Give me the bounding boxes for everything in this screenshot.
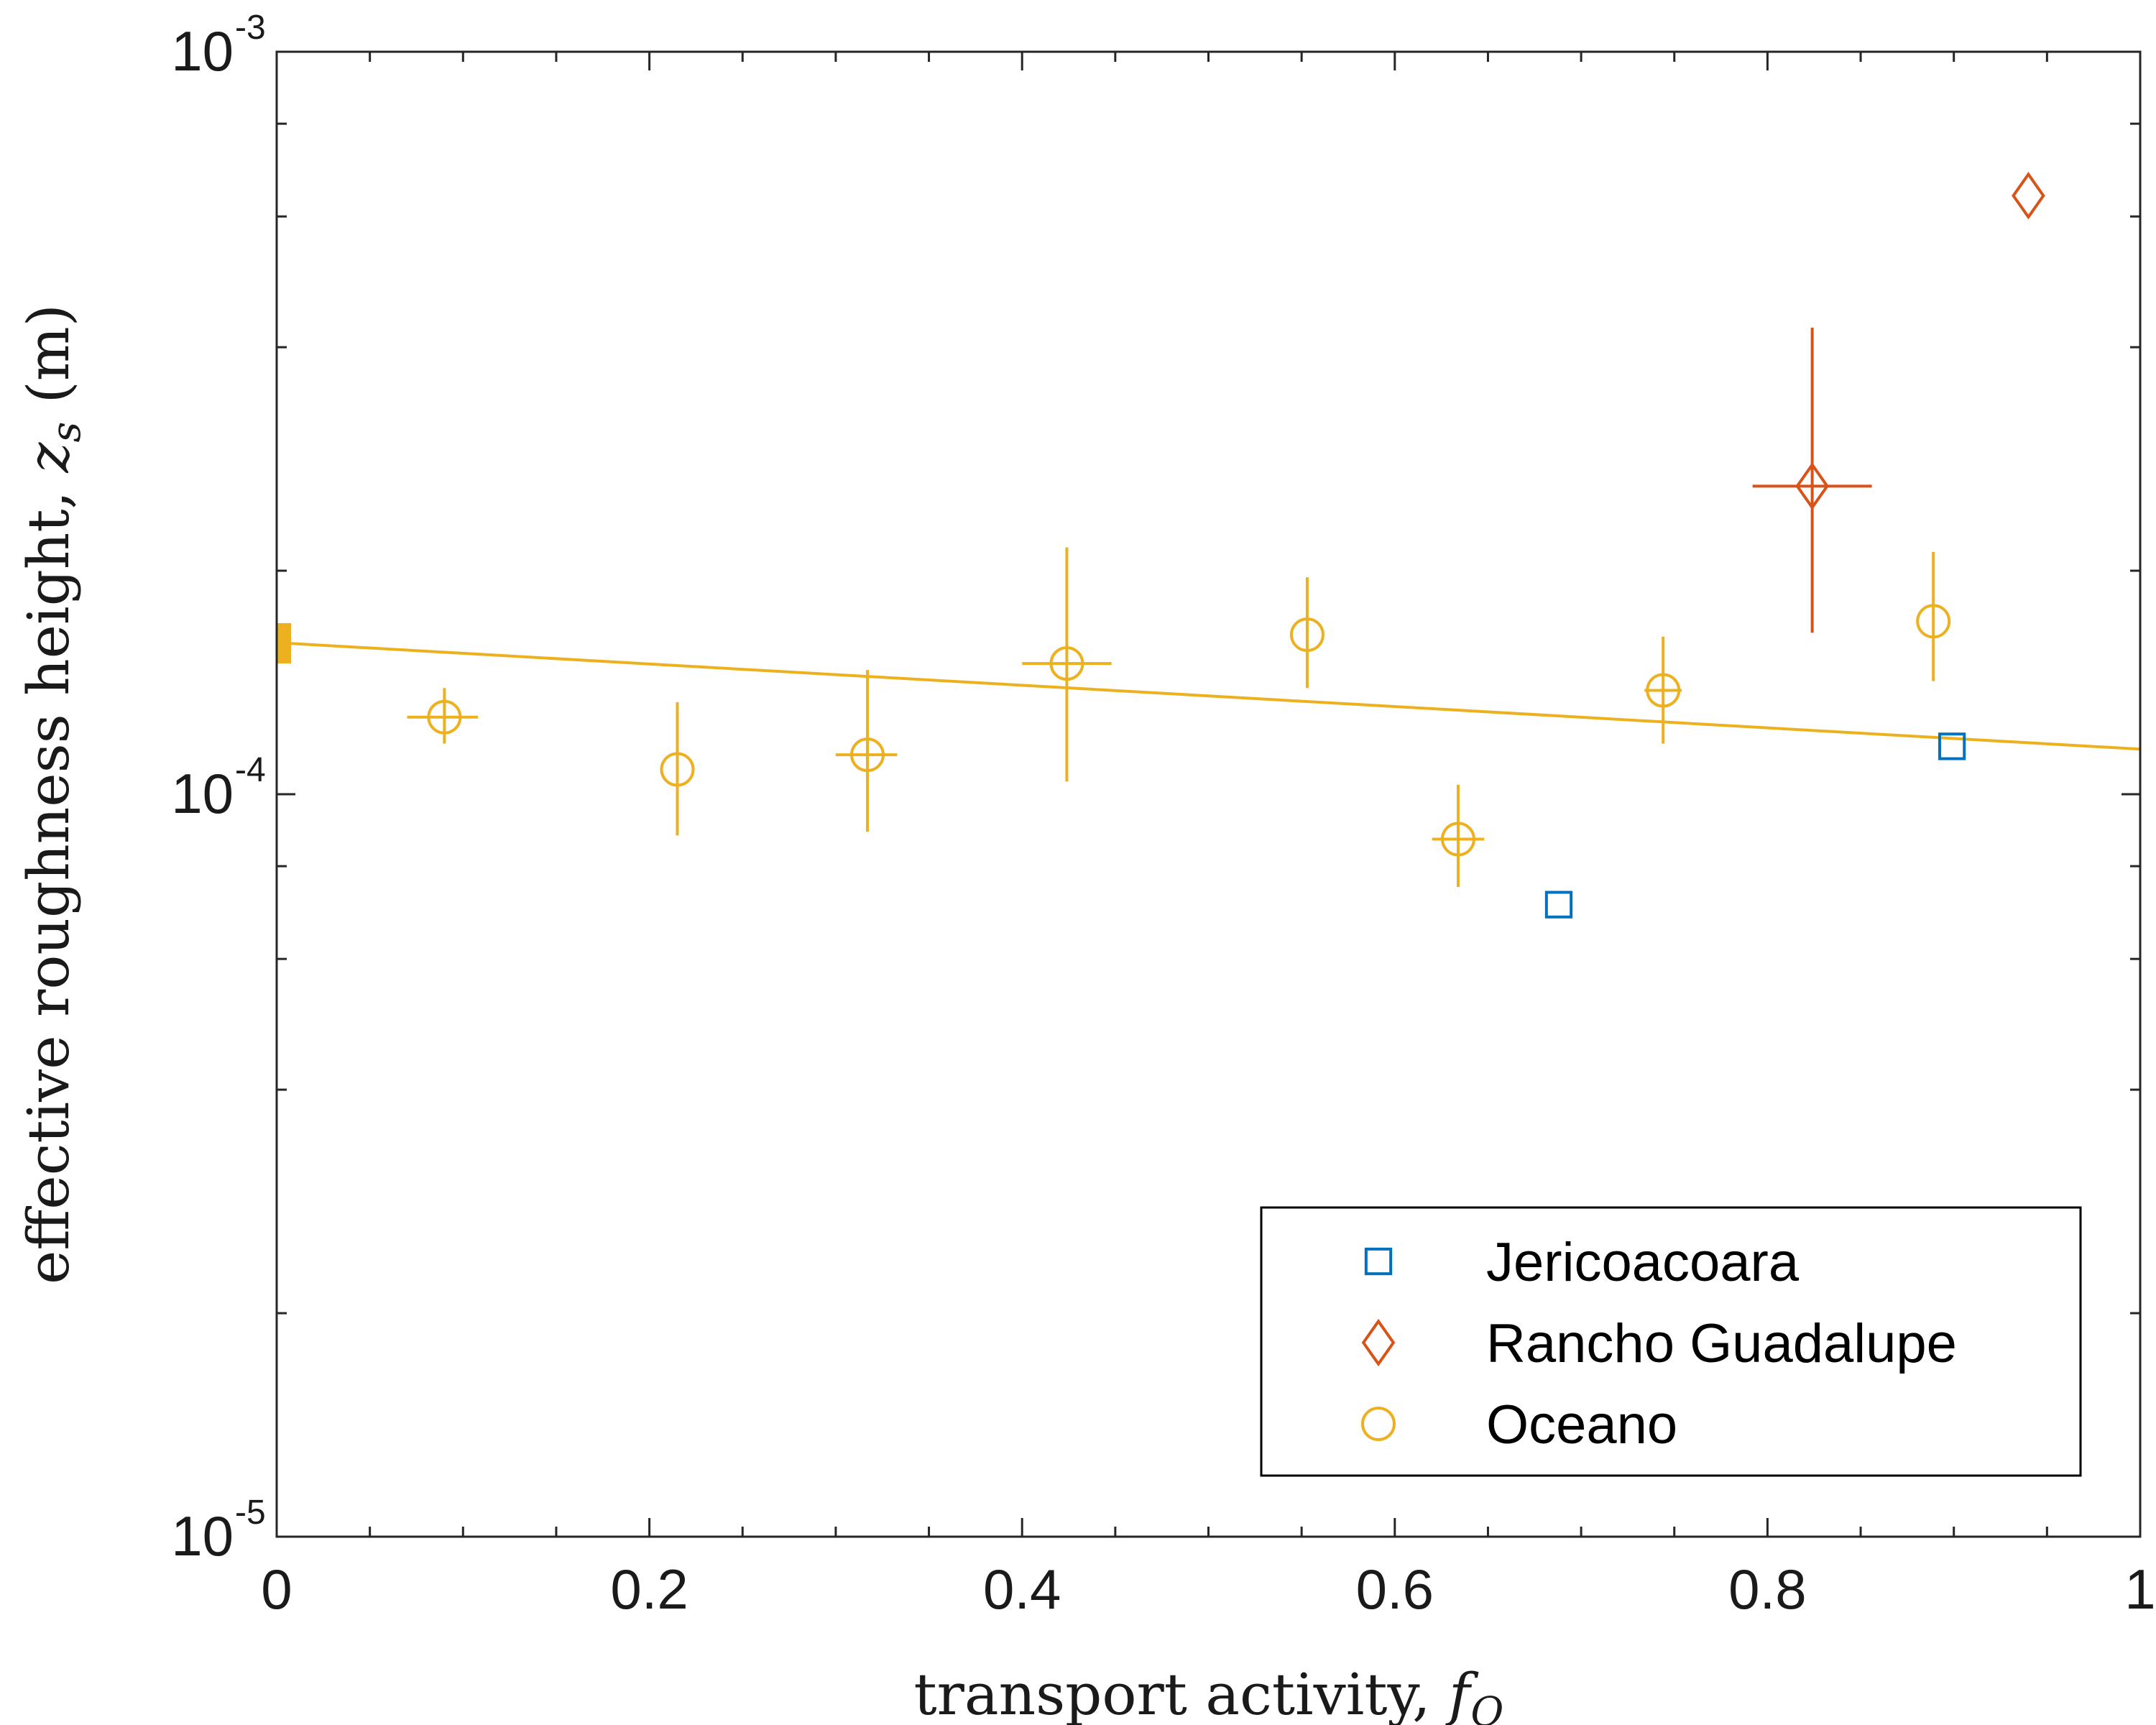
legend-marker-rancho-guadalupe [1361, 1318, 1396, 1367]
legend-label-jericoacoara: Jericoacoara [1486, 1232, 1800, 1293]
jericoacoara-point-0 [1544, 891, 1573, 919]
jericoacoara-point-1 [1938, 732, 1966, 760]
legend-marker-jericoacoara [1364, 1247, 1393, 1276]
legend: Jericoacoara Rancho Guadalupe Oceano [1260, 1206, 2082, 1477]
oceano-point-5 [1440, 822, 1475, 857]
x-tick-label-5: 1 [2124, 1558, 2155, 1621]
rancho-guadalupe-point-0 [1795, 462, 1829, 510]
legend-label-oceano: Oceano [1486, 1394, 1677, 1455]
oceano-point-6 [1646, 673, 1681, 708]
legend-marker-oceano [1361, 1407, 1396, 1441]
plot-area [276, 172, 2141, 919]
oceano-point-1 [660, 752, 695, 787]
fit-line [276, 641, 2141, 751]
y-tick-label-1: 10 [171, 762, 234, 825]
oceano-point-3 [1049, 646, 1084, 681]
y-tick-label-0: 10 [171, 1504, 234, 1568]
fit-intercept-marker [277, 622, 291, 664]
x-axis-title: transport activity, fQ [914, 1661, 1503, 1725]
x-tick-label-0: 0 [261, 1558, 292, 1621]
y-tick-exponent-2: -3 [235, 9, 266, 47]
y-axis-title: effective roughness height, zs (m) [15, 304, 90, 1284]
x-tick-label-1: 0.2 [610, 1558, 688, 1621]
y-tick-label-2: 10 [171, 19, 234, 83]
legend-box [1260, 1206, 2082, 1477]
oceano-point-2 [849, 737, 885, 773]
x-tick-label-3: 0.6 [1356, 1558, 1434, 1621]
oceano-point-4 [1289, 617, 1325, 653]
y-tick-exponent-1: -4 [235, 751, 266, 789]
oceano-point-0 [427, 699, 462, 735]
y-tick-exponent-0: -5 [235, 1494, 266, 1532]
legend-label-rancho-guadalupe: Rancho Guadalupe [1486, 1313, 1957, 1374]
oceano-point-7 [1916, 604, 1951, 639]
x-tick-label-2: 0.4 [983, 1558, 1061, 1621]
rancho-guadalupe-point-1 [2012, 172, 2045, 220]
x-tick-label-4: 0.8 [1728, 1558, 1806, 1621]
